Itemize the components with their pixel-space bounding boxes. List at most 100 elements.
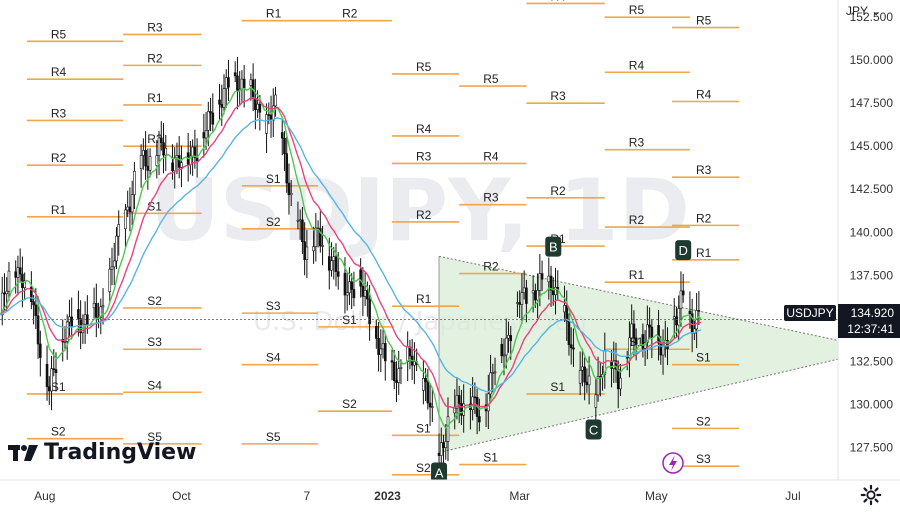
candle-body [218, 99, 221, 105]
candle-body [672, 316, 676, 319]
pivot-label: R5 [416, 60, 432, 74]
candle-body [534, 290, 537, 301]
candle-body [379, 348, 383, 355]
candle-body [314, 227, 318, 247]
candle-body [327, 256, 331, 271]
candle-body [634, 337, 638, 345]
candle-body [547, 275, 551, 283]
pivot-label: R2 [696, 211, 712, 225]
candle-body [581, 366, 584, 371]
candle-body [650, 326, 654, 339]
triangle-upper-line [438, 255, 881, 350]
candle-body [21, 273, 24, 289]
candle-body [142, 150, 145, 156]
candle-body [583, 366, 586, 383]
pivot-label: S2 [147, 294, 162, 308]
candle-body [191, 146, 194, 157]
candle-body [301, 219, 304, 243]
pattern-label-text: B [549, 240, 558, 255]
candle-body [681, 290, 685, 296]
candle-body [677, 308, 681, 326]
candle-body [540, 273, 544, 280]
pattern-point-c[interactable]: C [585, 419, 602, 440]
pivot-label: R5 [51, 27, 67, 41]
pattern-point-d[interactable]: D [675, 240, 692, 261]
pattern-point-a[interactable]: A [431, 462, 448, 483]
candle-body [254, 98, 257, 110]
abcd-labels[interactable]: A B C D [431, 236, 692, 483]
candle-body [289, 193, 293, 196]
candle-body [522, 287, 526, 293]
pivot-label: R2 [483, 260, 499, 274]
currency-label: JPY [846, 4, 868, 18]
pivot-label: R1 [416, 292, 432, 306]
lightning-icon[interactable] [662, 452, 684, 474]
pattern-point-b[interactable]: B [545, 236, 562, 257]
brand-name: TradingView [44, 440, 197, 465]
candle-body [256, 103, 259, 110]
candle-body [343, 272, 347, 296]
candle-body [661, 346, 665, 356]
pattern-label-bg [675, 240, 692, 261]
candle-body [133, 171, 136, 195]
candle-body [330, 260, 333, 271]
y-tick-label: 140.000 [850, 225, 894, 239]
candle-body [375, 325, 378, 339]
candle-body [204, 130, 208, 139]
candle-body [39, 343, 42, 358]
pivot-label: S3 [696, 452, 711, 466]
candle-body [77, 309, 80, 319]
gear-icon[interactable] [860, 484, 882, 506]
candle-body [180, 162, 183, 168]
candle-body [3, 292, 6, 295]
pivot-label: R4 [550, 0, 566, 3]
candle-body [321, 245, 324, 247]
pivot-label: R5 [629, 3, 645, 17]
candle-body [7, 270, 11, 292]
y-tick-label: 132.500 [850, 354, 894, 368]
candle-body [177, 155, 181, 168]
candle-body [139, 155, 143, 169]
x-tick-label: Mar [509, 489, 530, 503]
candle-body [298, 219, 302, 222]
pivot-label: R3 [147, 20, 163, 34]
candle-body [520, 292, 524, 305]
candle-body [195, 157, 199, 162]
pattern-label-bg [545, 236, 562, 257]
candle-body [424, 378, 427, 383]
candle-body [516, 302, 519, 304]
pivot-label: S1 [416, 421, 431, 435]
candle-body [130, 194, 134, 213]
candle-body [363, 290, 367, 297]
logo-mark-icon [8, 444, 38, 461]
time-axis[interactable]: Aug Oct 7 2023 Mar May Jul [0, 479, 900, 510]
pivot-label: R3 [696, 163, 712, 177]
candle-body [65, 321, 69, 342]
candle-body [493, 371, 497, 374]
pivot-label: R1 [266, 7, 282, 21]
candle-body [399, 366, 403, 369]
price-axis[interactable]: 127.500130.000132.500135.000137.500140.0… [837, 0, 900, 480]
candle-body [236, 75, 239, 91]
pattern-label-text: D [679, 243, 688, 258]
candle-body [303, 241, 306, 260]
pivot-label: R1 [629, 268, 645, 282]
pivot-label: R2 [550, 184, 566, 198]
currency-selector[interactable]: JPY ⌄ [846, 4, 881, 18]
candle-body [659, 342, 663, 356]
candle-body [155, 155, 159, 166]
candle-body [70, 316, 73, 328]
pivot-label: R5 [483, 72, 499, 86]
candle-body [551, 289, 555, 296]
pattern-label-text: C [589, 422, 598, 437]
pattern-label-bg [431, 462, 448, 483]
candle-body [489, 372, 492, 395]
pivot-label: S3 [147, 335, 162, 349]
candle-body [305, 246, 309, 260]
x-tick-label: 2023 [374, 489, 401, 503]
pivot-label: R4 [629, 58, 645, 72]
candle-body [361, 285, 365, 297]
tradingview-logo: TradingView [8, 440, 196, 465]
